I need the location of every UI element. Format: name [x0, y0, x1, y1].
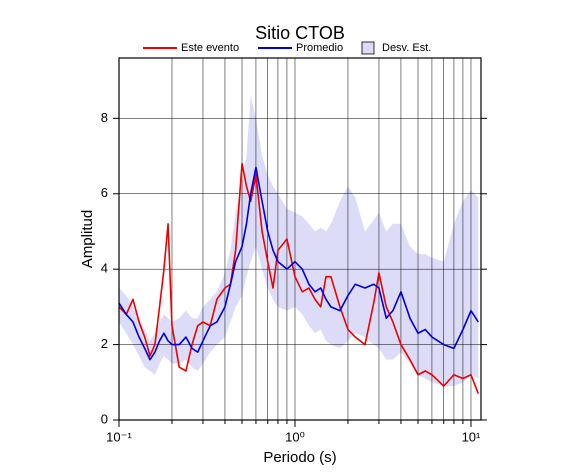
x-tick-label: 10¹: [462, 429, 481, 444]
x-tick-label: 10⁰: [285, 429, 305, 444]
y-tick-label: 2: [101, 336, 108, 351]
x-axis-label: Periodo (s): [263, 449, 336, 466]
x-tick-label: 10⁻¹: [106, 429, 132, 444]
legend-swatch: [361, 41, 375, 55]
series-line: [118, 162, 480, 394]
y-tick-label: 0: [101, 411, 108, 426]
legend-label: Este evento: [181, 42, 239, 54]
legend-label: Promedio: [296, 42, 343, 54]
y-tick-label: 4: [101, 261, 108, 276]
std-band: [119, 95, 479, 387]
y-tick-label: 6: [101, 185, 108, 200]
plot-frame: [118, 57, 482, 421]
y-axis-label: Amplitud: [79, 210, 96, 268]
series-line: [118, 166, 479, 361]
chart-title: Sitio CTOB: [255, 23, 345, 43]
legend-label: Desv. Est.: [382, 42, 431, 54]
y-tick-label: 8: [101, 110, 108, 125]
